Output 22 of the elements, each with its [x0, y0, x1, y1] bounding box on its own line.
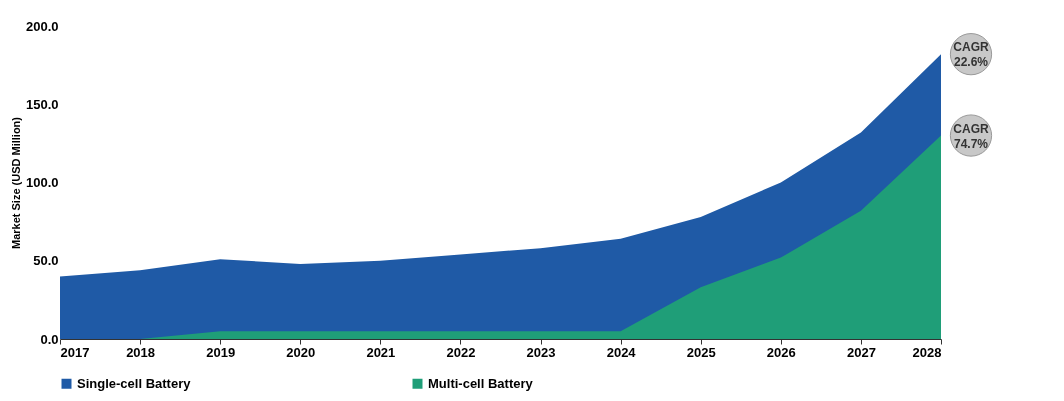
x-tick-label: 2023 — [526, 344, 556, 360]
y-tick-label: 200.0 — [25, 18, 59, 34]
x-tick-label: 2018 — [126, 344, 156, 360]
x-tick-label: 2025 — [686, 344, 716, 360]
x-tick-label: 2022 — [446, 344, 476, 360]
x-tick-label: 2020 — [286, 344, 316, 360]
y-axis-title: Market Size (USD Million) — [9, 116, 22, 250]
x-tick-label: 2017 — [60, 344, 90, 360]
x-tick-label: 2028 — [912, 344, 942, 360]
x-tick-label: 2027 — [846, 344, 876, 360]
x-tick-label: 2026 — [766, 344, 796, 360]
y-tick-label: 100.0 — [25, 175, 59, 190]
x-tick-label: 2021 — [366, 344, 396, 360]
y-tick-label: 0.0 — [40, 331, 59, 347]
legend-label: Multi-cell Battery — [428, 375, 534, 391]
legend-label: Single-cell Battery — [77, 375, 192, 391]
x-tick-label: 2019 — [206, 344, 236, 360]
annotation: CAGR 74.7% — [953, 121, 989, 151]
y-tick-label: 150.0 — [25, 96, 59, 112]
annotation: CAGR 22.6% — [953, 40, 989, 70]
x-tick-label: 2024 — [606, 344, 637, 360]
y-tick-label: 50.0 — [33, 253, 59, 269]
